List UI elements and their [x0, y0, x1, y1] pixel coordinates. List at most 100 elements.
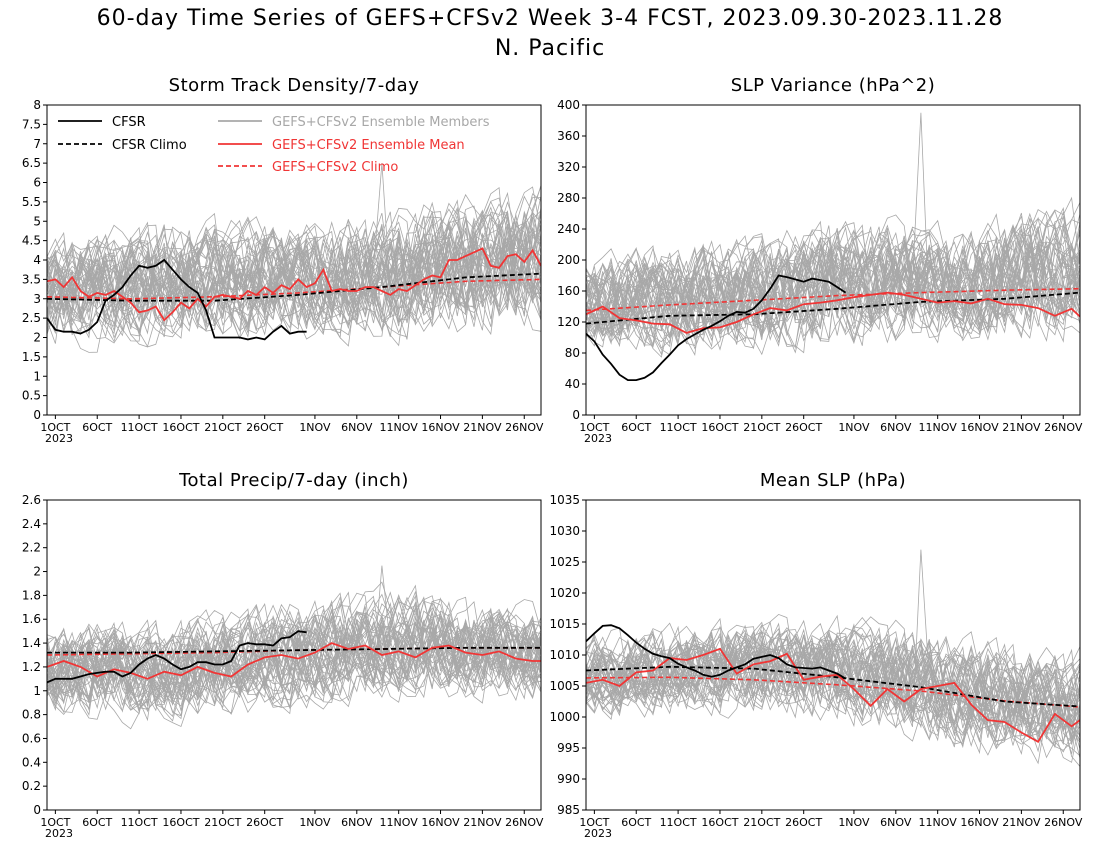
y-tick-label: 360 [557, 129, 580, 143]
x-tick-label: 16NOV [960, 816, 999, 829]
x-tick-label: 26NOV [1044, 816, 1083, 829]
panel-3: 985 990 995 1000 1005 1010 1015 1020 1025 1030 103… [549, 493, 1082, 840]
y-tick-label: 7.5 [22, 117, 41, 131]
y-tick-label: 1015 [549, 617, 580, 631]
y-tick-label: 1 [33, 684, 41, 698]
panel-title-storm-track: Storm Track Density/7-day [168, 75, 420, 96]
ensemble-members [586, 549, 1080, 767]
x-tick-label: 6NOV [880, 421, 912, 434]
series-line-cfsr [47, 630, 307, 684]
y-tick-label: 320 [557, 160, 580, 174]
series-line-cfsr-climo [586, 665, 1080, 708]
ensemble-member-line [47, 210, 541, 331]
y-tick-label: 4 [33, 253, 41, 267]
series-group [47, 247, 541, 341]
y-tick-label: 0.5 [22, 389, 41, 403]
x-tick-label: 1OCT [40, 816, 70, 829]
legend-label: CFSR [112, 115, 146, 130]
x-tick-label: 16NOV [421, 421, 460, 434]
ensemble-member-line [586, 634, 1080, 741]
y-tick-label: 2.4 [22, 517, 41, 531]
series-line-gefs-cfsv2-ensemble-mean [47, 247, 541, 322]
y-tick-label: 0 [33, 803, 41, 817]
x-year-label: 2023 [584, 827, 612, 840]
panel-1: 0 40 80 120 160 200 240 280 320 360 400 1OCT 6OCT 11O… [557, 98, 1083, 445]
ensemble-member-line [47, 590, 541, 697]
x-year-label: 2023 [45, 432, 73, 445]
y-tick-label: 1035 [549, 493, 580, 507]
x-tick-label: 21OCT [204, 421, 241, 434]
y-tick-label: 120 [557, 315, 580, 329]
panel-title-total-precip: Total Precip/7-day (inch) [179, 470, 409, 491]
x-tick-label: 11OCT [660, 421, 697, 434]
y-tick-label: 3.5 [22, 272, 41, 286]
x-tick-label: 6NOV [341, 421, 373, 434]
ensemble-member-line [47, 601, 541, 707]
y-tick-label: 5 [33, 214, 41, 228]
y-tick-label: 1.2 [22, 660, 41, 674]
panel-title-slp-variance: SLP Variance (hPa^2) [730, 75, 936, 96]
y-tick-label: 3 [33, 292, 41, 306]
y-tick-label: 2.6 [22, 493, 41, 507]
y-tick-label: 2.2 [22, 541, 41, 555]
ensemble-member-line [47, 195, 541, 338]
y-tick-label: 1.6 [22, 612, 41, 626]
figure-title: 60-day Time Series of GEFS+CFSv2 Week 3-… [96, 6, 1004, 31]
y-tick-label: 0 [33, 408, 41, 422]
x-tick-label: 26NOV [505, 421, 544, 434]
y-tick-label: 0.4 [22, 755, 41, 769]
ensemble-member-line [586, 238, 1080, 347]
series-line-cfsr-climo [586, 291, 1080, 325]
ensemble-member-line [586, 229, 1080, 346]
x-tick-label: 11OCT [660, 816, 697, 829]
ensemble-member-line [47, 603, 541, 716]
y-tick-label: 1000 [549, 710, 580, 724]
ensemble-member-line [47, 220, 541, 322]
ensemble-member-line [586, 636, 1080, 735]
x-year-label: 2023 [584, 432, 612, 445]
y-tick-label: 0.6 [22, 731, 41, 745]
ensemble-member-line [47, 607, 541, 713]
ensemble-members [586, 112, 1080, 358]
x-tick-label: 21NOV [463, 421, 502, 434]
series-line-cfsr [586, 624, 847, 680]
y-tick-label: 1.5 [22, 350, 41, 364]
y-tick-label: 6 [33, 176, 41, 190]
y-tick-label: 240 [557, 222, 580, 236]
ensemble-member-line [586, 212, 1080, 335]
x-tick-label: 11NOV [919, 816, 958, 829]
figure-subtitle: N. Pacific [494, 36, 606, 61]
series-line-cfsr [586, 274, 847, 382]
x-tick-label: 21NOV [1002, 816, 1041, 829]
y-tick-label: 0.8 [22, 708, 41, 722]
x-tick-label: 26NOV [505, 816, 544, 829]
x-tick-label: 21OCT [204, 816, 241, 829]
x-tick-label: 11NOV [380, 816, 419, 829]
x-tick-label: 26NOV [1044, 421, 1083, 434]
y-tick-label: 0.2 [22, 779, 41, 793]
ensemble-member-line [586, 638, 1080, 755]
ensemble-member-line [47, 591, 541, 704]
y-tick-label: 1.8 [22, 588, 41, 602]
legend-label: CFSR Climo [112, 138, 187, 153]
ensemble-member-line [586, 213, 1080, 340]
ensemble-member-line [47, 213, 541, 335]
x-tick-label: 26OCT [785, 816, 822, 829]
y-tick-label: 80 [565, 346, 580, 360]
x-tick-label: 6NOV [341, 816, 373, 829]
y-tick-label: 6.5 [22, 156, 41, 170]
x-tick-label: 21OCT [743, 816, 780, 829]
y-tick-label: 2 [33, 331, 41, 345]
x-tick-label: 1OCT [579, 421, 609, 434]
x-tick-label: 16OCT [701, 421, 738, 434]
ensemble-member-line [47, 611, 541, 714]
series-group [47, 630, 541, 684]
x-year-label: 2023 [45, 827, 73, 840]
y-tick-label: 1010 [549, 648, 580, 662]
x-tick-label: 11OCT [121, 421, 158, 434]
x-tick-label: 11OCT [121, 816, 158, 829]
ensemble-member-line [586, 208, 1080, 348]
x-tick-label: 1NOV [838, 816, 870, 829]
ensemble-member-line [47, 186, 541, 326]
